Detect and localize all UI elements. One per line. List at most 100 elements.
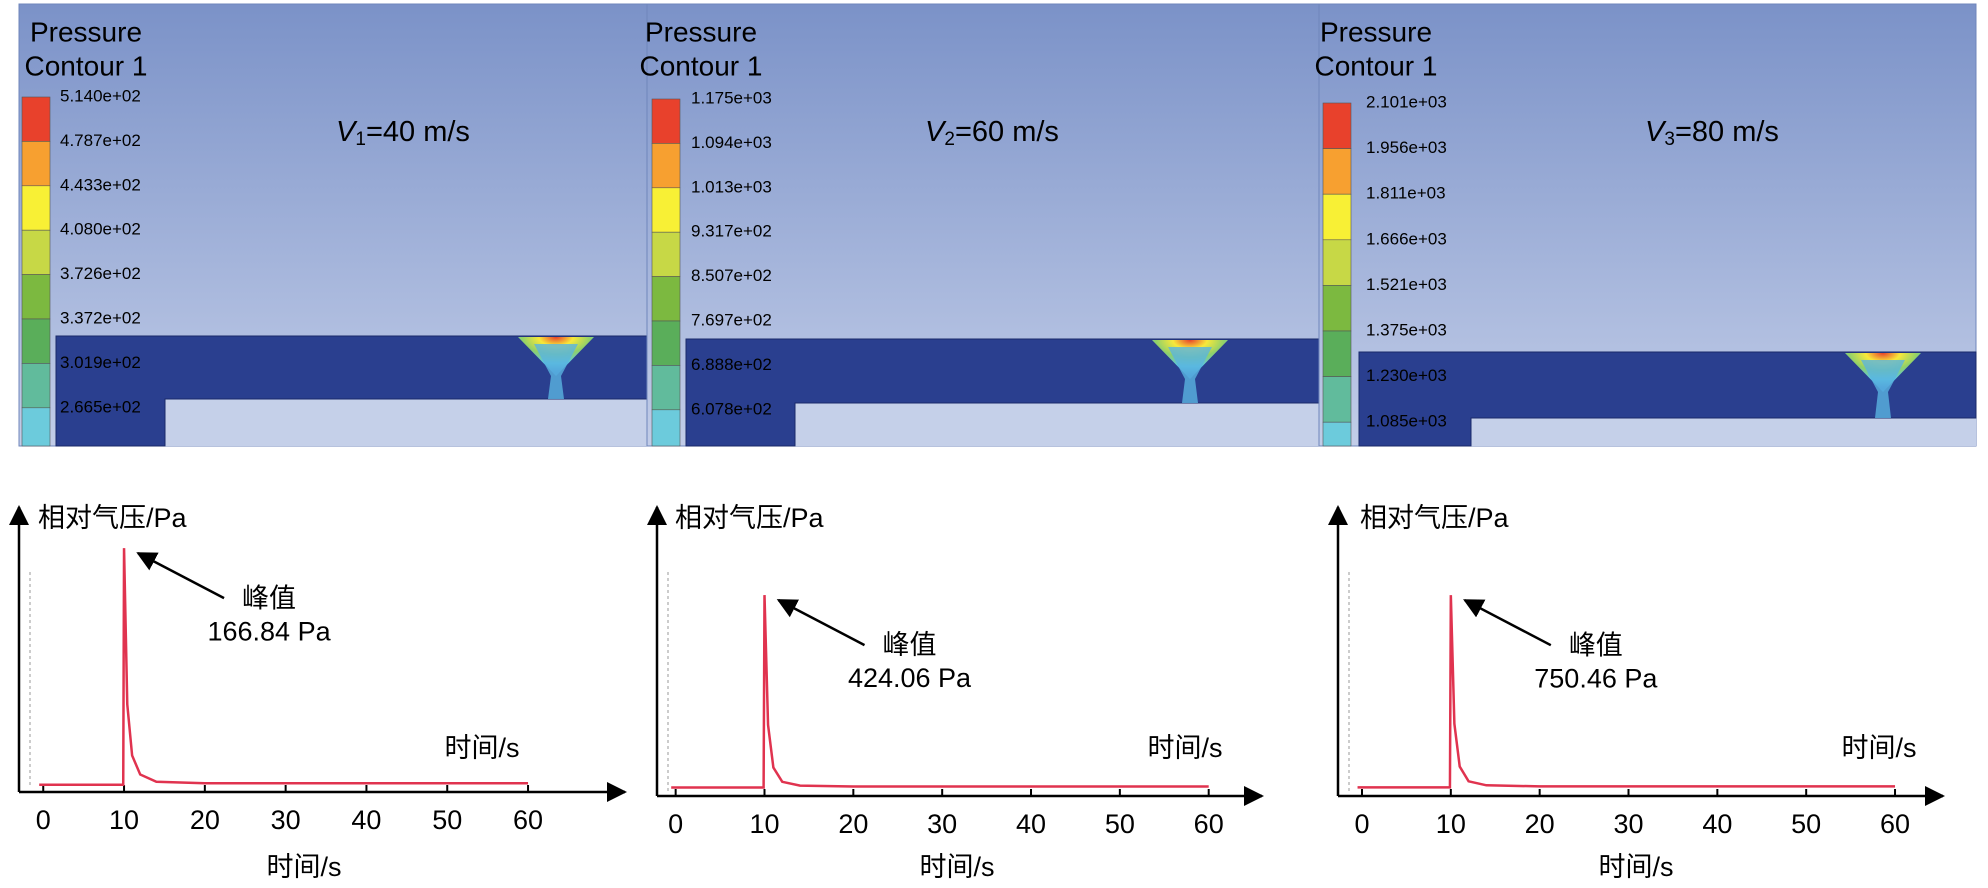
legend-title: Pressure (645, 16, 757, 47)
velocity-label: V3=80 m/s (1645, 116, 1779, 150)
x-tick-label: 10 (749, 809, 779, 839)
legend-title: Contour 1 (25, 50, 148, 81)
lower-region (165, 399, 647, 446)
x-tick-label: 40 (1702, 809, 1732, 839)
colorbar-cell (651, 98, 681, 144)
colorbar-cell (21, 318, 51, 364)
colorbar-label: 8.507e+02 (691, 266, 772, 285)
pressure-line (671, 595, 1209, 789)
x-tick-label: 0 (36, 805, 51, 835)
y-axis-label: 相对气压/Pa (38, 503, 188, 533)
colorbar-label: 1.811e+03 (1366, 184, 1446, 203)
colorbar-cell (651, 143, 681, 189)
colorbar-cell (651, 187, 681, 233)
pressure-funnel (534, 344, 578, 399)
colorbar-label: 1.175e+03 (691, 88, 772, 107)
colorbar-label: 4.787e+02 (60, 131, 141, 150)
legend-title: Pressure (30, 16, 142, 47)
colorbar-label: 1.094e+03 (691, 133, 772, 152)
legend-title: Contour 1 (1315, 50, 1438, 81)
colorbar-cell (21, 96, 51, 142)
velocity-symbol: V (336, 116, 358, 148)
velocity-symbol: V (1645, 116, 1667, 148)
velocity-text: =60 m/s (955, 116, 1059, 148)
colorbar-label: 1.521e+03 (1366, 275, 1447, 294)
x-tick-label: 40 (351, 805, 381, 835)
y-axis-label: 相对气压/Pa (675, 503, 825, 533)
colorbar-cell (21, 229, 51, 275)
x-tick-label: 60 (1194, 809, 1224, 839)
x-axis-label-inner: 时间/s (444, 733, 519, 763)
colorbar-cell (651, 231, 681, 277)
lower-region (1471, 418, 1976, 446)
x-tick-label: 50 (432, 805, 462, 835)
colorbar-cell (21, 407, 51, 447)
x-tick-label: 50 (1791, 809, 1821, 839)
colorbar-label: 1.013e+03 (691, 177, 772, 196)
velocity-subscript: 1 (355, 129, 366, 150)
x-axis-label-inner: 时间/s (1841, 733, 1916, 763)
colorbar-cell (21, 185, 51, 231)
velocity-label: V1=40 m/s (336, 116, 470, 150)
colorbar-label: 1.375e+03 (1366, 320, 1447, 339)
x-tick-label: 60 (1880, 809, 1910, 839)
pressure-line (39, 548, 529, 786)
annotation-arrow (1463, 599, 1552, 647)
colorbar-label: 5.140e+02 (60, 86, 141, 105)
x-tick-label: 0 (1354, 809, 1369, 839)
x-axis-label-inner: 时间/s (1147, 733, 1222, 763)
colorbar-label: 2.665e+02 (60, 397, 141, 416)
x-axis-label: 时间/s (1598, 852, 1673, 882)
pressure-funnel (1168, 347, 1212, 403)
annotation-text: 峰值 (1569, 630, 1623, 660)
colorbar-label: 1.085e+03 (1366, 412, 1447, 431)
x-tick-label: 30 (271, 805, 301, 835)
colorbar-cell (1322, 285, 1352, 332)
x-tick-label: 30 (1613, 809, 1643, 839)
x-tick-label: 50 (1105, 809, 1135, 839)
annotation-text: 峰值 (242, 583, 296, 613)
colorbar-label: 6.078e+02 (691, 399, 772, 418)
y-axis-label: 相对气压/Pa (1360, 503, 1510, 533)
x-tick-label: 10 (1436, 809, 1466, 839)
colorbar-cell (651, 320, 681, 366)
legend-title: Contour 1 (640, 50, 763, 81)
velocity-text: =40 m/s (366, 116, 470, 148)
colorbar-cell (651, 409, 681, 447)
lower-region (795, 403, 1319, 446)
colorbar-label: 1.230e+03 (1366, 366, 1447, 385)
x-tick-label: 60 (513, 805, 543, 835)
velocity-text: =80 m/s (1675, 116, 1779, 148)
x-tick-label: 10 (109, 805, 139, 835)
colorbar-cell (1322, 148, 1352, 195)
colorbar-cell (1322, 330, 1352, 377)
annotation-text: 峰值 (882, 630, 936, 660)
pressure-line (1357, 595, 1896, 789)
colorbar-cell (1322, 102, 1352, 149)
annotation-value: 166.84 Pa (207, 616, 331, 646)
colorbar-cell (21, 141, 51, 187)
x-tick-label: 20 (838, 809, 868, 839)
colorbar-cell (651, 276, 681, 322)
annotation-arrow (776, 598, 866, 647)
x-tick-label: 30 (927, 809, 957, 839)
colorbar-cell (1322, 239, 1352, 286)
colorbar-label: 2.101e+03 (1366, 92, 1447, 111)
colorbar-label: 4.080e+02 (60, 220, 141, 239)
x-axis-label: 时间/s (919, 852, 994, 882)
x-axis-label: 时间/s (266, 852, 341, 882)
velocity-symbol: V (925, 116, 947, 148)
colorbar-label: 6.888e+02 (691, 355, 772, 374)
velocity-label: V2=60 m/s (925, 116, 1059, 150)
annotation-arrow (136, 552, 225, 600)
x-tick-label: 0 (668, 809, 683, 839)
colorbar-label: 4.433e+02 (60, 175, 141, 194)
annotation-value: 750.46 Pa (1534, 663, 1658, 693)
channel (1358, 351, 1977, 447)
colorbar-cell (1322, 193, 1352, 241)
pressure-funnel (1861, 360, 1905, 418)
colorbar-label: 7.697e+02 (691, 310, 772, 329)
colorbar-label: 3.019e+02 (60, 353, 141, 372)
colorbar-label: 3.726e+02 (60, 264, 141, 283)
